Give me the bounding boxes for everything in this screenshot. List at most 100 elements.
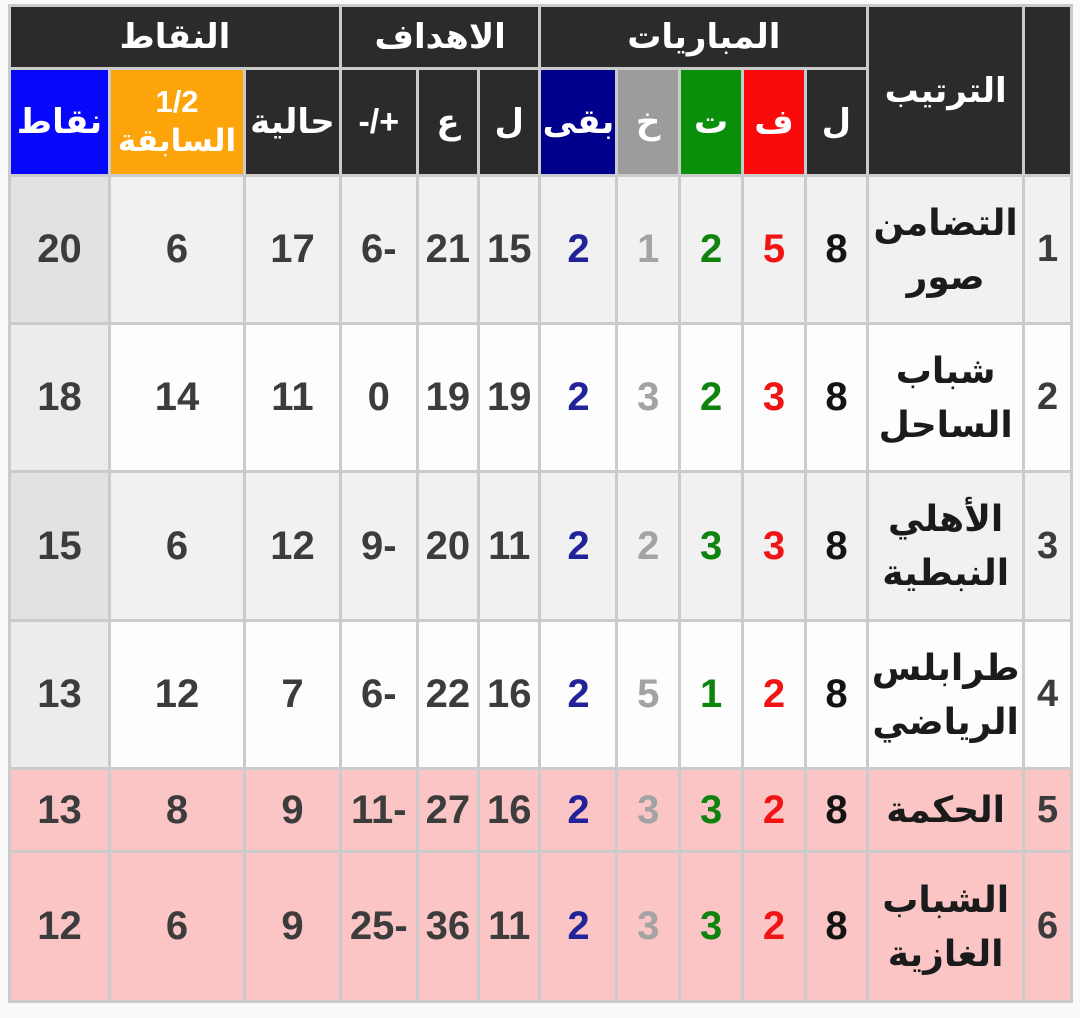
cell-team: الشباب الغازية: [866, 850, 1026, 1003]
cell-previous: 6: [107, 470, 247, 622]
header-cell-diff: -/+: [338, 67, 419, 177]
cell-points: 13: [8, 767, 111, 853]
cell-played: 8: [803, 322, 870, 473]
cell-won: 5: [741, 174, 807, 325]
cell-goals_for: 16: [477, 767, 542, 853]
cell-goals_against: 27: [415, 767, 481, 853]
cell-previous: 12: [107, 619, 247, 770]
cell-points: 20: [8, 174, 111, 325]
cell-points: 12: [8, 850, 111, 1003]
cell-drawn: 1: [677, 619, 745, 770]
cell-team: الحكمة: [866, 767, 1026, 853]
cell-previous: 6: [107, 174, 247, 325]
header-cell-played: ل: [803, 67, 870, 177]
cell-remaining: 2: [538, 322, 619, 473]
cell-won: 3: [741, 470, 807, 622]
cell-lost: 1: [615, 174, 681, 325]
cell-goals_for: 16: [477, 619, 542, 770]
cell-remaining: 2: [538, 850, 619, 1003]
cell-lost: 5: [615, 619, 681, 770]
table-header: الترتيب المباريات الاهداف النقاط ل ف ت خ بقى…: [8, 4, 1073, 177]
cell-team: طرابلس الرياضي: [866, 619, 1026, 770]
table-body: 1 التضامن صور 8 5 2 1 2 15 21 6- 17 6 20 2 شباب الساحل…: [8, 174, 1073, 1003]
cell-points: 15: [8, 470, 111, 622]
cell-team: التضامن صور: [866, 174, 1026, 325]
cell-team: الأهلي النبطية: [866, 470, 1026, 622]
cell-goals_for: 11: [477, 470, 542, 622]
header-cell-drawn: ت: [677, 67, 745, 177]
cell-won: 2: [741, 850, 807, 1003]
cell-diff: 25-: [338, 850, 419, 1003]
cell-played: 8: [803, 470, 870, 622]
cell-current: 7: [243, 619, 342, 770]
cell-rank: 1: [1022, 174, 1073, 325]
cell-goals_for: 15: [477, 174, 542, 325]
cell-goals_for: 19: [477, 322, 542, 473]
cell-lost: 3: [615, 322, 681, 473]
cell-lost: 2: [615, 470, 681, 622]
cell-current: 11: [243, 322, 342, 473]
header-group-points: النقاط: [8, 4, 342, 70]
cell-rank: 4: [1022, 619, 1073, 770]
header-cell-lost: خ: [615, 67, 681, 177]
cell-rank: 3: [1022, 470, 1073, 622]
cell-drawn: 3: [677, 470, 745, 622]
cell-rank: 6: [1022, 850, 1073, 1003]
header-cell-goals_for: ل: [477, 67, 542, 177]
cell-drawn: 3: [677, 850, 745, 1003]
header-cell-points: نقاط: [8, 67, 111, 177]
cell-played: 8: [803, 850, 870, 1003]
table-row-5: 5 الحكمة 8 2 3 3 2 16 27 11- 9 8 13: [8, 767, 1073, 853]
cell-previous: 6: [107, 850, 247, 1003]
cell-won: 2: [741, 619, 807, 770]
header-sub-row: ل ف ت خ بقى ل ع -/+ حالية 1/2 السابقة نقاط: [8, 67, 1072, 177]
cell-drawn: 3: [677, 767, 745, 853]
table-row-3: 3 الأهلي النبطية 8 3 3 2 2 11 20 9- 12 6 15: [8, 470, 1073, 622]
cell-remaining: 2: [538, 470, 619, 622]
header-previous-line2: السابقة: [117, 123, 237, 158]
cell-diff: 11-: [338, 767, 419, 853]
header-cell-remaining: بقى: [538, 67, 619, 177]
cell-remaining: 2: [538, 174, 619, 325]
header-cell-rank: [1022, 4, 1073, 177]
cell-points: 13: [8, 619, 111, 770]
cell-remaining: 2: [538, 619, 619, 770]
cell-goals_against: 19: [415, 322, 481, 473]
cell-previous: 14: [107, 322, 247, 473]
cell-current: 17: [243, 174, 342, 325]
cell-goals_against: 22: [415, 619, 481, 770]
cell-current: 12: [243, 470, 342, 622]
cell-remaining: 2: [538, 767, 619, 853]
table-row-2: 2 شباب الساحل 8 3 2 3 2 19 19 0 11 14 18: [8, 322, 1073, 473]
cell-lost: 3: [615, 767, 681, 853]
cell-played: 8: [803, 619, 870, 770]
cell-diff: 6-: [338, 174, 419, 325]
cell-goals_for: 11: [477, 850, 542, 1003]
cell-played: 8: [803, 767, 870, 853]
header-cell-goals_against: ع: [415, 67, 481, 177]
cell-team: شباب الساحل: [866, 322, 1026, 473]
cell-previous: 8: [107, 767, 247, 853]
cell-won: 2: [741, 767, 807, 853]
cell-goals_against: 36: [415, 850, 481, 1003]
cell-rank: 2: [1022, 322, 1073, 473]
cell-diff: 6-: [338, 619, 419, 770]
cell-lost: 3: [615, 850, 681, 1003]
cell-drawn: 2: [677, 174, 745, 325]
header-cell-previous: 1/2 السابقة: [107, 67, 247, 177]
cell-drawn: 2: [677, 322, 745, 473]
header-cell-standings: الترتيب: [866, 4, 1026, 177]
header-cell-current: حالية: [243, 67, 342, 177]
header-group-goals: الاهداف: [338, 4, 542, 70]
cell-goals_against: 21: [415, 174, 481, 325]
cell-current: 9: [243, 767, 342, 853]
standings-table-container: الترتيب المباريات الاهداف النقاط ل ف ت خ بقى…: [8, 4, 1073, 1003]
header-group-matches: المباريات: [538, 4, 870, 70]
cell-diff: 0: [338, 322, 419, 473]
cell-current: 9: [243, 850, 342, 1003]
cell-diff: 9-: [338, 470, 419, 622]
cell-rank: 5: [1022, 767, 1073, 853]
standings-table: الترتيب المباريات الاهداف النقاط ل ف ت خ بقى…: [8, 4, 1073, 1003]
header-cell-won: ف: [741, 67, 807, 177]
